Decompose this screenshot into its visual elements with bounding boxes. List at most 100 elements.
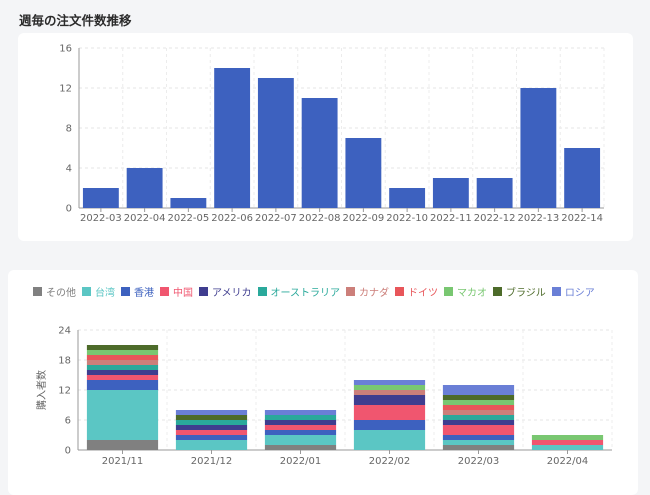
legend-swatch xyxy=(199,286,208,296)
chart1-xtick-label: 2022-12 xyxy=(474,213,516,224)
legend-label: 台湾 xyxy=(95,287,115,299)
chart2-xtick-label: 2022/04 xyxy=(547,456,589,467)
chart2-bar-segment xyxy=(442,420,515,425)
chart1-bar xyxy=(82,188,119,208)
legend-swatch xyxy=(160,286,169,296)
chart2-bar-segment xyxy=(86,380,159,390)
legend-item[interactable]: ドイツ xyxy=(395,284,438,299)
chart2-bar-segment xyxy=(442,425,515,435)
chart-legend: その他 台湾 香港 中国 アメリカ オーストラリア カナダ ドイツ マカオ ブラジル ロシア xyxy=(33,284,601,299)
chart2-ytick-label: 6 xyxy=(65,416,71,427)
chart2-xtick-label: 2021/11 xyxy=(102,456,144,467)
legend-label: アメリカ xyxy=(212,287,252,299)
legend-item[interactable]: カナダ xyxy=(346,284,389,299)
chart2-bar-segment xyxy=(86,375,159,380)
chart1-ytick-label: 0 xyxy=(66,204,72,215)
chart2-bar-segment xyxy=(175,415,248,420)
chart1-bar xyxy=(432,178,469,208)
chart2-bar-segment xyxy=(86,360,159,365)
legend-item[interactable]: マカオ xyxy=(444,284,487,299)
legend-swatch xyxy=(395,286,404,296)
legend-label: その他 xyxy=(46,287,76,299)
chart2-bar-segment xyxy=(175,440,248,450)
chart1-bar xyxy=(564,148,601,208)
legend-swatch xyxy=(33,286,42,296)
chart2-bar-segment xyxy=(86,345,159,350)
chart2-bar-segment xyxy=(353,390,426,395)
chart1-ytick-label: 8 xyxy=(66,124,72,135)
chart2-bar-segment xyxy=(86,365,159,370)
legend-swatch xyxy=(346,286,355,296)
chart2-bar-segment xyxy=(442,400,515,405)
chart2-bar-segment xyxy=(442,405,515,410)
legend-item[interactable]: オーストラリア xyxy=(257,284,341,299)
chart1-bar xyxy=(520,88,557,208)
legend-label: マカオ xyxy=(457,287,487,299)
chart2-bar-segment xyxy=(86,355,159,360)
chart2-ytick-label: 18 xyxy=(58,356,71,367)
legend-swatch xyxy=(493,286,502,296)
chart2-bar-segment xyxy=(353,430,426,450)
chart1-ytick-label: 4 xyxy=(66,164,72,175)
chart2-bar-segment xyxy=(442,440,515,445)
chart2-bar-segment xyxy=(175,435,248,440)
chart2-bar-segment xyxy=(442,415,515,420)
chart1-bar xyxy=(126,168,163,208)
legend-label: カナダ xyxy=(359,287,389,299)
chart2-ytick-label: 24 xyxy=(58,326,71,337)
chart1-bar xyxy=(389,188,426,208)
legend-item[interactable]: 香港 xyxy=(121,284,154,299)
legend-item[interactable]: ブラジル xyxy=(493,284,546,299)
chart1-xtick-label: 2022-03 xyxy=(80,213,122,224)
legend-label: 中国 xyxy=(173,287,193,299)
chart2-bar-segment xyxy=(175,410,248,415)
chart2-bar-segment xyxy=(264,420,337,425)
chart1-bar xyxy=(170,198,207,208)
chart2-bar-segment xyxy=(442,435,515,440)
chart1-bar xyxy=(257,78,294,208)
chart2-bar-segment xyxy=(264,435,337,445)
chart2-bar-segment xyxy=(86,350,159,355)
legend-item[interactable]: その他 xyxy=(33,284,76,299)
page-title: 週毎の注文件数推移 xyxy=(19,13,132,28)
chart2-bar-segment xyxy=(442,410,515,415)
chart2-bar-segment xyxy=(86,390,159,440)
chart2-bar-segment xyxy=(86,440,159,450)
chart1-ytick-label: 16 xyxy=(59,44,72,55)
legend-item[interactable]: アメリカ xyxy=(199,284,252,299)
legend-label: ブラジル xyxy=(506,287,546,299)
chart2-bar-segment xyxy=(353,385,426,390)
legend-item[interactable]: 台湾 xyxy=(82,284,115,299)
chart2-bar-segment xyxy=(86,370,159,375)
chart1-ytick-label: 12 xyxy=(59,84,72,95)
chart2-bar-segment xyxy=(442,385,515,395)
chart1-xtick-label: 2022-14 xyxy=(561,213,603,224)
chart2-bar-segment xyxy=(353,405,426,420)
chart2-bar-segment xyxy=(175,430,248,435)
legend-label: ロシア xyxy=(564,287,595,299)
chart1-xtick-label: 2022-10 xyxy=(386,213,428,224)
legend-item[interactable]: 中国 xyxy=(160,284,193,299)
chart2-xtick-label: 2022/02 xyxy=(369,456,411,467)
legend-label: ドイツ xyxy=(408,287,438,299)
legend-item[interactable]: ロシア xyxy=(551,284,595,299)
chart2-bar-segment xyxy=(353,380,426,385)
chart2-bar-segment xyxy=(264,445,337,450)
chart1-xtick-label: 2022-09 xyxy=(342,213,384,224)
legend-swatch xyxy=(121,286,130,296)
chart1-xtick-label: 2022-04 xyxy=(124,213,166,224)
legend-label: オーストラリア xyxy=(270,287,341,299)
chart1-xtick-label: 2022-11 xyxy=(430,213,472,224)
chart2-bar-segment xyxy=(353,395,426,405)
chart2-bar-segment xyxy=(442,395,515,400)
chart2-bar-segment xyxy=(442,445,515,450)
chart2-bar-segment xyxy=(175,425,248,430)
chart1-xtick-label: 2022-05 xyxy=(167,213,209,224)
legend-swatch xyxy=(444,286,453,296)
chart2-bar-segment xyxy=(531,440,604,445)
chart1-bar xyxy=(476,178,513,208)
legend-swatch xyxy=(257,286,267,296)
chart2-ytick-label: 0 xyxy=(65,446,71,457)
